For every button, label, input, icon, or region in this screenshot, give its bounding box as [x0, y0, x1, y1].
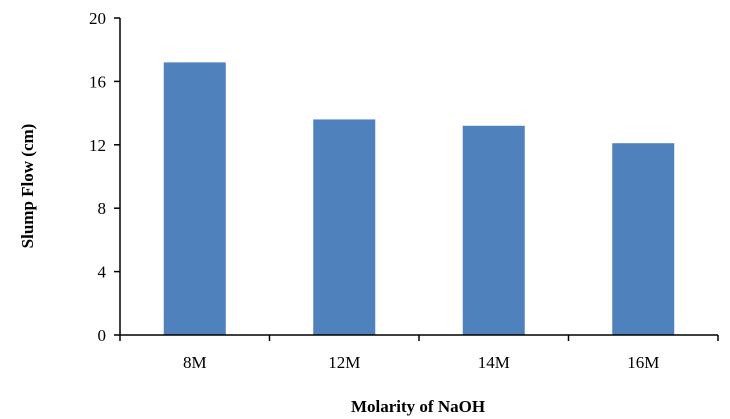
- x-axis-title: Molarity of NaOH: [351, 397, 485, 416]
- bar-16m: [612, 143, 675, 335]
- x-axis: 8M 12M 14M 16M: [119, 334, 719, 372]
- x-tick-label: 16M: [627, 353, 659, 372]
- bar-14m: [462, 125, 525, 335]
- bar-12m: [313, 119, 376, 335]
- bar-8m: [163, 62, 226, 335]
- x-tick-label: 8M: [183, 353, 207, 372]
- y-tick-label: 12: [89, 136, 106, 155]
- y-tick-label: 4: [98, 263, 107, 282]
- y-tick-label: 20: [89, 9, 106, 28]
- y-tick-label: 8: [98, 199, 107, 218]
- x-tick-label: 12M: [328, 353, 360, 372]
- y-axis: 0 4 8 12 16 20: [89, 9, 121, 345]
- y-axis-title: Slump Flow (cm): [18, 124, 37, 249]
- x-tick-label: 14M: [478, 353, 510, 372]
- y-tick-label: 0: [98, 326, 107, 345]
- y-tick-label: 16: [89, 72, 106, 91]
- bars-group: [163, 62, 675, 335]
